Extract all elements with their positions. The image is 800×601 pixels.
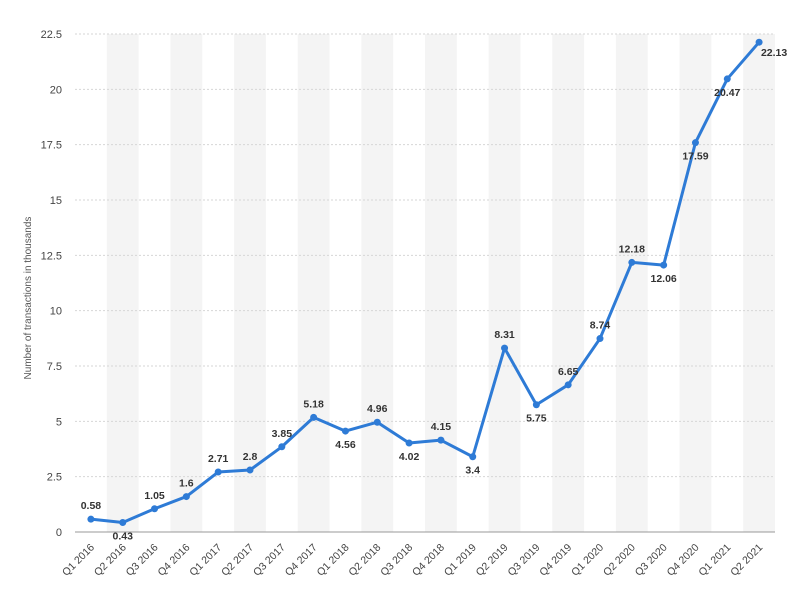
x-tick-label: Q4 2018 [410, 542, 447, 579]
y-tick-label: 17.5 [41, 140, 62, 152]
data-point [405, 439, 413, 447]
data-label: 4.02 [399, 451, 420, 463]
y-tick-label: 10 [50, 306, 62, 318]
data-label: 5.18 [303, 398, 324, 410]
data-point [469, 453, 477, 461]
data-label: 12.06 [650, 273, 676, 285]
x-tick-label: Q4 2020 [665, 542, 702, 579]
x-tick-label: Q2 2019 [474, 542, 511, 579]
data-point [501, 344, 509, 352]
x-tick-label: Q3 2018 [378, 542, 415, 579]
data-label: 22.13 [761, 47, 787, 59]
data-point [87, 515, 95, 523]
data-label: 4.15 [431, 421, 452, 433]
data-label: 1.6 [179, 478, 194, 490]
x-tick-label: Q4 2017 [283, 542, 320, 579]
data-point [182, 493, 190, 501]
y-axis-title: Number of transactions in thousands [23, 217, 34, 380]
data-point [246, 466, 254, 474]
column-band [170, 34, 203, 532]
y-tick-label: 7.5 [47, 361, 62, 373]
y-tick-label: 15 [50, 195, 62, 207]
data-label: 17.59 [682, 151, 708, 163]
data-point [723, 75, 731, 83]
series-line [90, 41, 761, 524]
column-band [552, 34, 585, 532]
x-tick-label: Q1 2019 [442, 542, 479, 579]
data-point [214, 468, 222, 476]
data-point [628, 258, 636, 266]
y-tick-label: 0 [56, 527, 62, 539]
column-band [679, 34, 712, 532]
x-tick-label: Q3 2019 [506, 542, 543, 579]
data-label: 3.4 [465, 465, 480, 477]
column-band [106, 34, 139, 532]
column-band [743, 34, 775, 532]
x-tick-label: Q4 2019 [537, 542, 574, 579]
data-label: 0.43 [113, 530, 134, 542]
data-label: 2.71 [208, 453, 229, 465]
x-tick-label: Q2 2016 [92, 542, 129, 579]
data-point [278, 443, 286, 451]
y-tick-label: 5 [56, 416, 62, 428]
x-tick-label: Q2 2021 [728, 542, 765, 579]
x-tick-label: Q4 2016 [156, 542, 193, 579]
data-point [660, 261, 668, 269]
data-label: 20.47 [714, 87, 740, 99]
y-tick-label: 20 [50, 84, 62, 96]
data-point [596, 335, 604, 343]
column-band [234, 34, 266, 532]
x-tick-label: Q2 2017 [219, 542, 256, 579]
x-tick-label: Q2 2018 [346, 542, 383, 579]
data-label: 5.75 [526, 413, 547, 425]
x-tick-label: Q1 2021 [696, 542, 733, 579]
data-label: 4.56 [335, 439, 356, 451]
x-tick-label: Q1 2017 [187, 542, 224, 579]
data-point [151, 505, 159, 513]
data-point [691, 139, 699, 147]
data-point [310, 413, 318, 421]
column-band [425, 34, 457, 532]
data-label: 4.96 [367, 403, 388, 415]
data-point [564, 381, 572, 389]
y-tick-label: 2.5 [47, 472, 62, 484]
data-point [373, 418, 381, 426]
data-label: 3.85 [272, 428, 293, 440]
data-point [341, 427, 349, 435]
column-band [488, 34, 521, 532]
y-tick-label: 12.5 [41, 250, 62, 262]
x-tick-label: Q3 2016 [124, 542, 161, 579]
data-label: 12.18 [619, 243, 645, 255]
x-tick-label: Q1 2020 [569, 542, 606, 579]
x-tick-label: Q3 2020 [633, 542, 670, 579]
data-point [532, 401, 540, 409]
data-point [437, 436, 445, 444]
data-label: 8.74 [590, 320, 611, 332]
data-label: 2.8 [243, 451, 258, 463]
column-band [361, 34, 394, 532]
x-tick-label: Q1 2016 [60, 542, 97, 579]
x-tick-label: Q3 2017 [251, 542, 288, 579]
data-label: 8.31 [494, 329, 515, 341]
column-band [297, 34, 330, 532]
data-label: 6.65 [558, 366, 579, 378]
x-tick-label: Q2 2020 [601, 542, 638, 579]
data-label: 0.58 [81, 500, 102, 512]
data-label: 1.05 [144, 490, 165, 502]
data-point [119, 518, 127, 526]
y-tick-label: 22.5 [41, 29, 62, 41]
column-band [615, 34, 648, 532]
x-tick-label: Q1 2018 [315, 542, 352, 579]
data-point [755, 38, 763, 46]
